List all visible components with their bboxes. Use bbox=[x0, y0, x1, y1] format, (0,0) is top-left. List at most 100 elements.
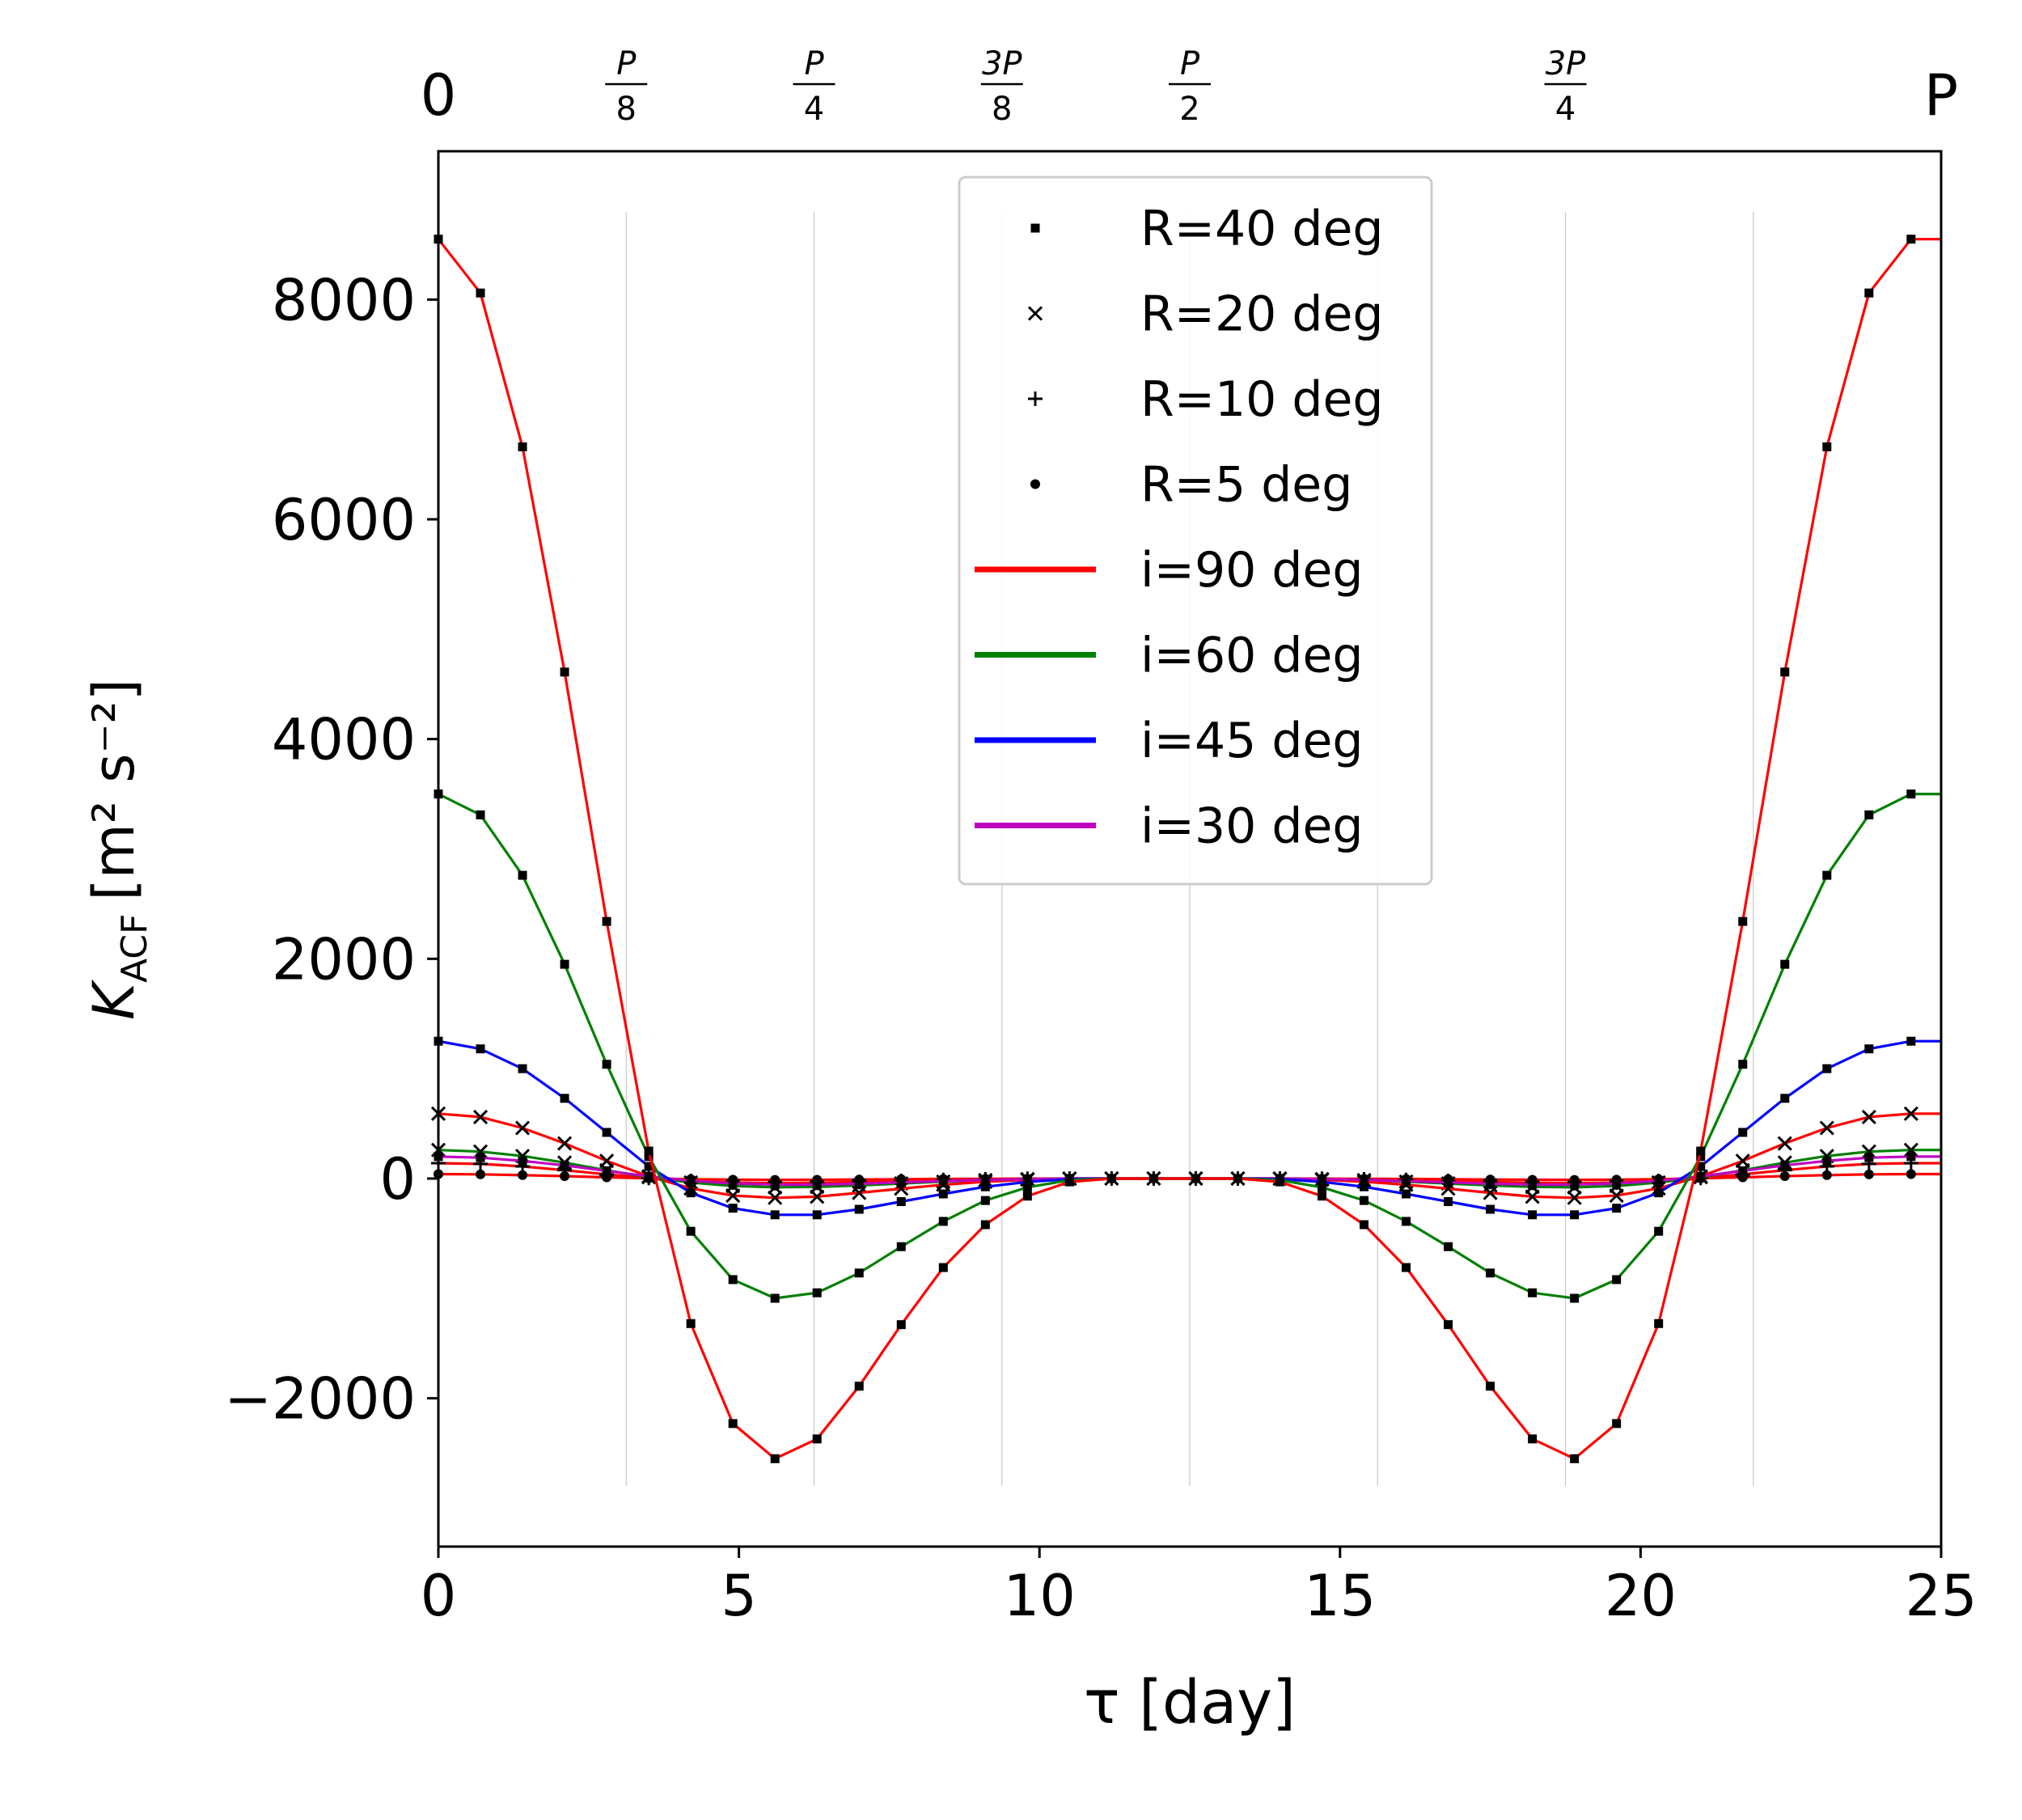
data-point bbox=[476, 1153, 485, 1162]
data-point bbox=[1696, 1152, 1706, 1162]
data-point bbox=[1903, 1106, 1918, 1121]
data-point bbox=[728, 1179, 738, 1188]
data-point bbox=[1233, 1174, 1242, 1183]
data-point bbox=[938, 1217, 948, 1226]
data-point bbox=[1570, 1293, 1580, 1303]
data-point bbox=[980, 1175, 990, 1185]
data-point bbox=[1022, 1177, 1032, 1187]
data-point bbox=[938, 1263, 948, 1272]
data-point bbox=[1863, 1169, 1874, 1179]
data-point bbox=[810, 1189, 825, 1204]
legend-marker-dot bbox=[1030, 479, 1040, 489]
data-point bbox=[1777, 1136, 1792, 1151]
data-point bbox=[1486, 1179, 1495, 1188]
legend-entry: R=10 deg bbox=[1028, 371, 1383, 428]
data-point bbox=[1570, 1454, 1580, 1463]
data-point bbox=[644, 1171, 654, 1181]
data-point bbox=[854, 1204, 864, 1214]
x-tick-label: 20 bbox=[1605, 1563, 1677, 1629]
data-point bbox=[1822, 442, 1832, 451]
data-point bbox=[938, 1189, 948, 1199]
data-point bbox=[1864, 810, 1874, 819]
data-point bbox=[1486, 1382, 1495, 1391]
data-point bbox=[1609, 1187, 1624, 1204]
data-point bbox=[1738, 916, 1748, 926]
data-point bbox=[1444, 1242, 1453, 1251]
data-point bbox=[1864, 288, 1874, 298]
fraction-denominator: 4 bbox=[1555, 91, 1576, 128]
data-point bbox=[1612, 1275, 1622, 1285]
data-point bbox=[1106, 1174, 1116, 1183]
data-point bbox=[518, 1064, 527, 1073]
data-point bbox=[560, 959, 569, 969]
data-point bbox=[1483, 1185, 1498, 1200]
data-point bbox=[812, 1434, 822, 1444]
data-point bbox=[1612, 1419, 1622, 1428]
data-point bbox=[1780, 1094, 1790, 1103]
legend-marker-square bbox=[1030, 223, 1040, 233]
data-point bbox=[1022, 1191, 1032, 1201]
fraction-numerator: 3P bbox=[982, 45, 1022, 83]
data-point bbox=[1275, 1177, 1284, 1187]
data-point bbox=[560, 1094, 569, 1103]
legend: R=40 deg R=20 deg R=10 deg R=5 deg i=90 deg i… bbox=[958, 176, 1433, 886]
data-point bbox=[1821, 1170, 1832, 1180]
y-tick-label: 6000 bbox=[272, 487, 416, 553]
top-tick-label: P bbox=[1924, 62, 1958, 129]
data-point bbox=[518, 1156, 527, 1166]
data-point bbox=[1696, 1146, 1706, 1156]
legend-entry: R=20 deg bbox=[1027, 286, 1383, 343]
data-point bbox=[728, 1419, 738, 1428]
data-point bbox=[854, 1179, 864, 1188]
y-axis-ticks: −2000 0 2000 4000 6000 8000 bbox=[224, 267, 438, 1433]
fraction-numerator: P bbox=[1180, 45, 1200, 83]
data-point bbox=[812, 1288, 822, 1297]
legend-label: i=60 deg bbox=[1140, 628, 1363, 684]
data-point bbox=[476, 288, 485, 298]
data-point bbox=[852, 1185, 867, 1200]
data-point bbox=[476, 810, 485, 819]
data-point bbox=[1654, 1318, 1664, 1328]
fraction-denominator: 4 bbox=[804, 91, 824, 128]
x-tick-label: 10 bbox=[1004, 1563, 1076, 1629]
data-point bbox=[1318, 1177, 1327, 1187]
data-point bbox=[1738, 1128, 1748, 1137]
data-point bbox=[768, 1190, 783, 1205]
data-series bbox=[430, 235, 1941, 1463]
data-point bbox=[686, 1226, 696, 1236]
y-axis-label-sub: ACF bbox=[114, 914, 155, 983]
data-point bbox=[1525, 1189, 1540, 1204]
data-point bbox=[1906, 1169, 1916, 1179]
data-point bbox=[1864, 1044, 1874, 1054]
data-point bbox=[1696, 1171, 1706, 1181]
x-tick-label: 0 bbox=[421, 1563, 457, 1629]
data-point bbox=[1360, 1220, 1369, 1230]
data-point bbox=[1864, 1153, 1874, 1162]
fraction-numerator: P bbox=[804, 45, 824, 83]
top-tick-label: 0 bbox=[421, 62, 457, 129]
data-point bbox=[518, 870, 527, 880]
legend-label: i=90 deg bbox=[1140, 542, 1363, 599]
legend-label: R=20 deg bbox=[1140, 286, 1383, 343]
fraction-denominator: 2 bbox=[1179, 91, 1199, 128]
y-axis-label-main: K bbox=[81, 979, 147, 1020]
data-point bbox=[1696, 1162, 1706, 1171]
legend-entry: R=5 deg bbox=[1030, 457, 1352, 514]
data-point bbox=[1906, 789, 1916, 799]
legend-label: R=40 deg bbox=[1140, 201, 1383, 257]
data-point bbox=[1612, 1179, 1622, 1188]
data-point bbox=[812, 1179, 822, 1189]
data-point bbox=[770, 1210, 780, 1220]
data-point bbox=[938, 1176, 948, 1186]
y-axis-label-units: [m² s⁻²] bbox=[81, 679, 147, 901]
data-point bbox=[1402, 1263, 1411, 1272]
data-point bbox=[1360, 1196, 1369, 1205]
data-point bbox=[1738, 1060, 1748, 1069]
top-tick-fraction: 3P4 bbox=[1544, 45, 1587, 128]
data-point bbox=[1735, 1153, 1750, 1169]
y-tick-label: 8000 bbox=[272, 267, 416, 333]
data-point bbox=[518, 442, 527, 451]
data-point bbox=[1822, 1064, 1832, 1073]
